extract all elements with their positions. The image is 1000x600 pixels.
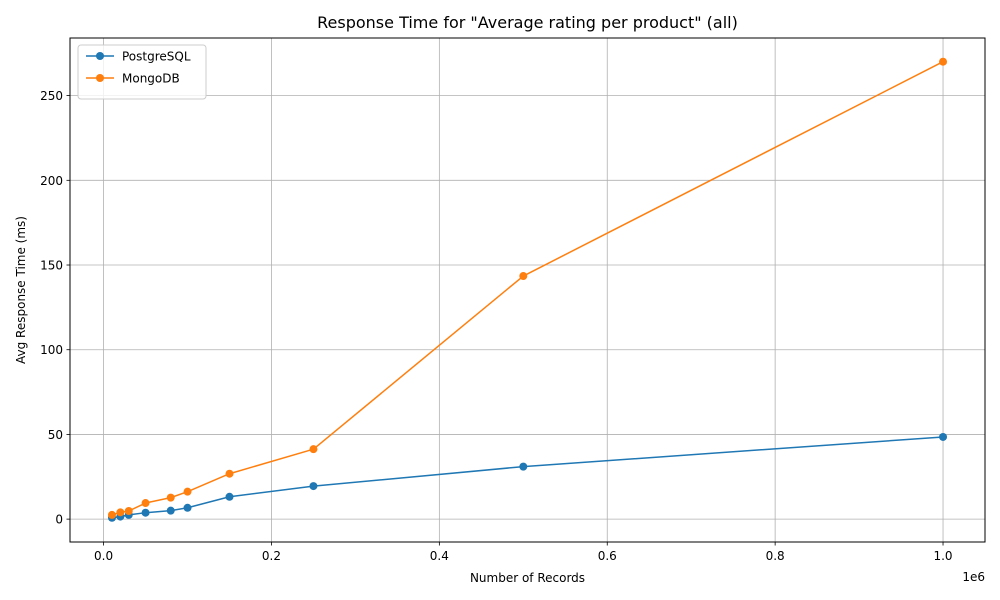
chart-title: Response Time for "Average rating per pr…	[317, 13, 738, 32]
axis-ticks: 0.0 0.2 0.4 0.6 0.8 1.0 0 50 100 150 200 250	[40, 89, 952, 563]
data-point-postgresql	[519, 462, 528, 471]
plot-frame	[69, 37, 986, 543]
x-tick-label: 0.4	[430, 549, 449, 563]
y-axis-label: Avg Response Time (ms)	[14, 216, 28, 364]
x-tick-label: 0.6	[598, 549, 617, 563]
x-tick-label: 1.0	[933, 549, 952, 563]
data-point-mongodb	[141, 499, 150, 508]
grid-lines	[70, 38, 985, 542]
x-tick-label: 0.2	[262, 549, 281, 563]
legend-item: MongoDB	[86, 72, 180, 86]
data-point-postgresql	[939, 432, 948, 441]
series-postgresql	[107, 432, 948, 522]
series-layer	[107, 57, 948, 522]
y-tick-label: 250	[40, 89, 63, 103]
x-tick-label: 0.0	[94, 549, 113, 563]
data-point-postgresql	[166, 506, 175, 515]
data-point-mongodb	[124, 506, 133, 515]
data-point-mongodb	[939, 57, 948, 66]
data-point-mongodb	[116, 508, 125, 517]
data-point-mongodb	[309, 445, 318, 454]
data-point-mongodb	[166, 493, 175, 502]
y-tick-label: 200	[40, 174, 63, 188]
y-tick-label: 100	[40, 343, 63, 357]
x-axis-label: Number of Records	[470, 571, 585, 585]
series-line-postgresql	[111, 436, 944, 519]
data-point-postgresql	[183, 503, 192, 512]
legend: PostgreSQL MongoDB	[77, 44, 207, 100]
y-tick-label: 50	[48, 428, 63, 442]
y-tick-label: 0	[55, 513, 63, 527]
legend-marker	[96, 74, 104, 82]
x-tick-label: 0.8	[766, 549, 785, 563]
data-point-postgresql	[141, 508, 150, 517]
data-point-mongodb	[107, 510, 116, 519]
legend-box	[77, 44, 207, 100]
legend-label: PostgreSQL	[122, 50, 191, 64]
data-point-mongodb	[519, 272, 528, 281]
legend-label: MongoDB	[122, 72, 180, 86]
data-point-mongodb	[225, 469, 234, 478]
legend-marker	[96, 52, 104, 60]
x-axis-multiplier: 1e6	[962, 570, 985, 584]
series-line-mongodb	[111, 61, 944, 516]
legend-item: PostgreSQL	[86, 50, 191, 64]
data-point-postgresql	[309, 482, 318, 491]
series-mongodb	[107, 57, 948, 519]
y-tick-label: 150	[40, 259, 63, 273]
data-point-mongodb	[183, 487, 192, 496]
data-point-postgresql	[225, 492, 234, 501]
